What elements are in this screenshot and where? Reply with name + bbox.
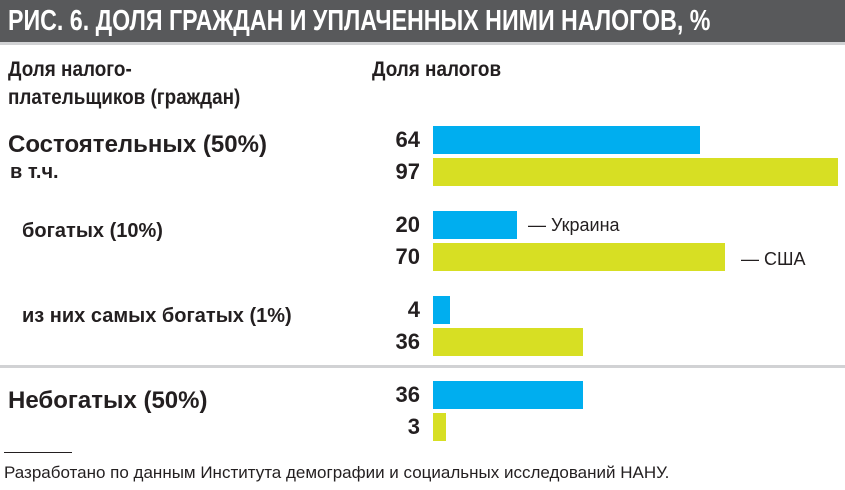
- chart-title: РИС. 6. ДОЛЯ ГРАЖДАН И УПЛАЧЕННЫХ НИМИ Н…: [8, 5, 711, 37]
- bar-США-3: [433, 413, 446, 441]
- bar-США-2: [433, 328, 584, 356]
- value-label-США-2: 36: [395, 329, 420, 354]
- category-label-wealthy: Состоятельных (50%): [8, 131, 267, 158]
- left-header-line2: плательщиков (граждан): [8, 86, 241, 109]
- legend-usa: — США: [741, 249, 806, 269]
- value-label-США-0: 97: [395, 159, 420, 184]
- right-header: Доля налогов: [372, 58, 502, 81]
- legend-ukraine: — Украина: [528, 215, 620, 235]
- footnote: Разработано по данным Института демограф…: [4, 463, 670, 482]
- footnote-rule: [4, 452, 72, 453]
- category-note: в т.ч.: [10, 161, 59, 183]
- title-bar: РИС. 6. ДОЛЯ ГРАЖДАН И УПЛАЧЕННЫХ НИМИ Н…: [0, 0, 845, 45]
- bar-Украина-1: [433, 211, 517, 239]
- bar-США-1: [433, 243, 726, 271]
- value-label-Украина-0: 64: [395, 127, 420, 152]
- value-label-Украина-1: 20: [395, 212, 420, 237]
- category-label-not-wealthy: Небогатых (50%): [8, 387, 208, 414]
- category-label-rich: богатых (10%): [22, 220, 163, 242]
- bar-Украина-2: [433, 296, 450, 324]
- value-label-Украина-2: 4: [407, 297, 420, 322]
- bar-Украина-0: [433, 126, 701, 154]
- value-label-США-1: 70: [395, 244, 420, 269]
- bar-США-0: [433, 158, 838, 186]
- bar-Украина-3: [433, 381, 584, 409]
- value-label-Украина-3: 36: [395, 382, 420, 407]
- value-label-США-3: 3: [407, 414, 420, 439]
- left-header-line1: Доля налого-: [8, 58, 132, 81]
- category-label-richest: из них самых богатых (1%): [22, 305, 292, 327]
- separator-line: [0, 365, 845, 368]
